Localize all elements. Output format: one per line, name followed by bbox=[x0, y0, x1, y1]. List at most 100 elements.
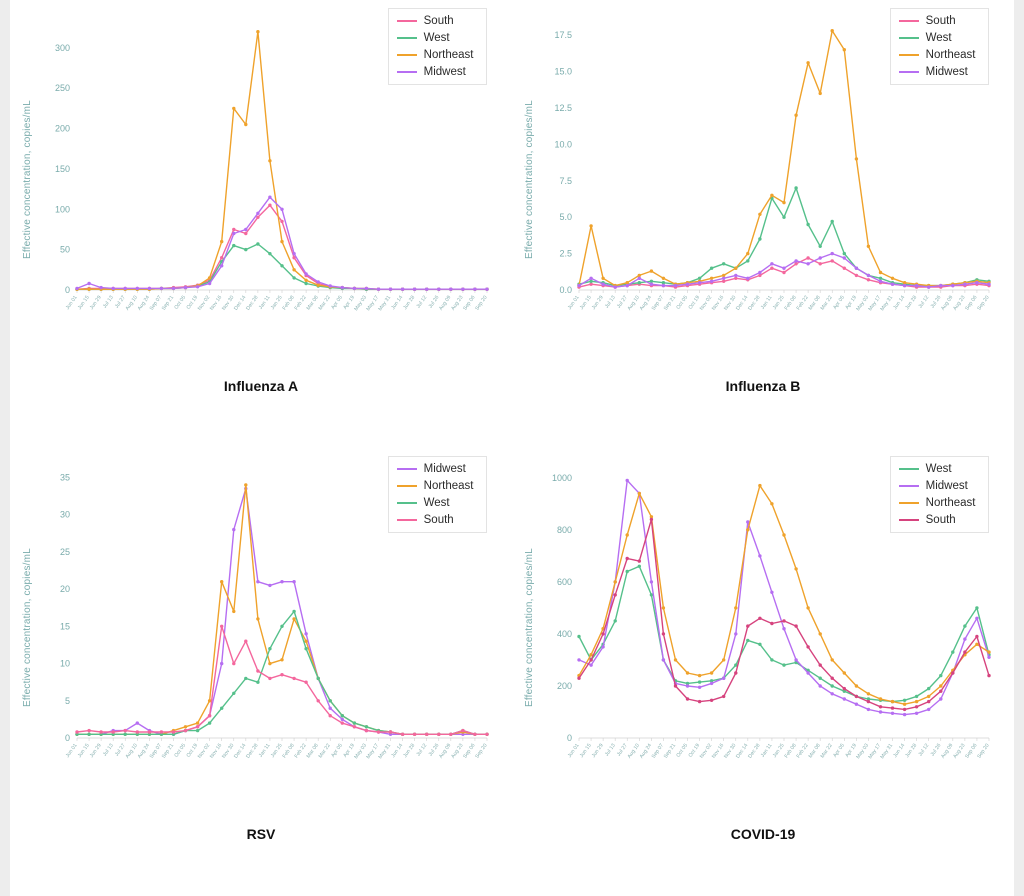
legend-label: Northeast bbox=[925, 497, 976, 509]
svg-text:Mar 22: Mar 22 bbox=[317, 295, 331, 312]
svg-text:Jun 29: Jun 29 bbox=[590, 743, 604, 759]
svg-text:7.5: 7.5 bbox=[559, 176, 572, 186]
legend-swatch bbox=[898, 71, 919, 73]
legend-item-northeast[interactable]: Northeast bbox=[898, 49, 976, 61]
svg-text:Sep 21: Sep 21 bbox=[160, 743, 174, 760]
legend-label: Northeast bbox=[925, 49, 976, 61]
svg-text:1000: 1000 bbox=[551, 473, 571, 483]
legend-swatch bbox=[898, 485, 919, 487]
chart-title: Influenza A bbox=[223, 378, 299, 394]
svg-text:Jun 28: Jun 28 bbox=[402, 743, 416, 759]
legend-label: Northeast bbox=[423, 480, 474, 492]
legend-item-south[interactable]: South bbox=[898, 15, 976, 27]
legend-item-midwest[interactable]: Midwest bbox=[396, 463, 474, 475]
chart-wrap: Effective concentration, copies/mL 0.0 2.… bbox=[524, 4, 1003, 356]
legend-swatch bbox=[898, 502, 919, 504]
legend-label: South bbox=[925, 514, 956, 526]
legend-item-west[interactable]: West bbox=[396, 32, 474, 44]
svg-text:Apr 05: Apr 05 bbox=[832, 295, 846, 311]
legend-label: West bbox=[925, 32, 952, 44]
svg-text:Dec 28: Dec 28 bbox=[747, 295, 761, 312]
svg-text:12.5: 12.5 bbox=[554, 103, 572, 113]
svg-text:300: 300 bbox=[54, 43, 69, 53]
legend-swatch bbox=[396, 71, 417, 73]
svg-text:10.0: 10.0 bbox=[554, 139, 572, 149]
svg-text:May 31: May 31 bbox=[377, 295, 392, 312]
svg-text:Sep 21: Sep 21 bbox=[662, 743, 676, 760]
chart-title: Influenza B bbox=[725, 378, 801, 394]
legend-item-midwest[interactable]: Midwest bbox=[898, 480, 976, 492]
svg-text:17.5: 17.5 bbox=[554, 30, 572, 40]
svg-text:Sep 20: Sep 20 bbox=[976, 295, 990, 312]
chart-title: COVID-19 bbox=[730, 826, 796, 842]
svg-text:Jun 29: Jun 29 bbox=[590, 295, 604, 311]
svg-text:15.0: 15.0 bbox=[554, 67, 572, 77]
legend-item-south[interactable]: South bbox=[396, 15, 474, 27]
legend-swatch bbox=[396, 485, 417, 487]
svg-text:Oct 05: Oct 05 bbox=[173, 295, 187, 311]
svg-text:150: 150 bbox=[54, 164, 69, 174]
svg-text:50: 50 bbox=[59, 245, 69, 255]
svg-text:2.5: 2.5 bbox=[559, 249, 572, 259]
legend-item-west[interactable]: West bbox=[396, 497, 474, 509]
chart-influenza-b: Effective concentration, copies/mL 0.0 2.… bbox=[512, 0, 1014, 448]
svg-text:5.0: 5.0 bbox=[559, 212, 572, 222]
svg-text:25: 25 bbox=[59, 547, 69, 557]
svg-text:30: 30 bbox=[59, 510, 69, 520]
chart-wrap: Effective concentration, copies/mL 0 5 10 1… bbox=[22, 452, 501, 804]
legend-item-northeast[interactable]: Northeast bbox=[396, 49, 474, 61]
svg-text:Apr 05: Apr 05 bbox=[330, 743, 344, 759]
chart-influenza-a: Effective concentration, copies/mL 0 50 10… bbox=[10, 0, 512, 448]
chart-title: RSV bbox=[246, 826, 276, 842]
svg-text:0.0: 0.0 bbox=[559, 285, 572, 295]
legend-item-south[interactable]: South bbox=[898, 514, 976, 526]
svg-text:0: 0 bbox=[64, 285, 69, 295]
chart-canvas: 0 5 10 15 20 25 30 35 Jun 01 Jun 15 Jun 29 Jul 13 Ju… bbox=[31, 452, 501, 804]
legend-label: Northeast bbox=[423, 49, 474, 61]
svg-text:May 31: May 31 bbox=[879, 743, 894, 760]
chart-covid-19: Effective concentration, copies/mL 0 200 4… bbox=[512, 448, 1014, 896]
svg-text:Jul 13: Jul 13 bbox=[101, 295, 114, 310]
legend-item-west[interactable]: West bbox=[898, 32, 976, 44]
svg-text:600: 600 bbox=[556, 577, 571, 587]
svg-text:200: 200 bbox=[556, 681, 571, 691]
legend-item-south[interactable]: South bbox=[396, 514, 474, 526]
legend-swatch bbox=[396, 37, 417, 39]
svg-text:400: 400 bbox=[556, 629, 571, 639]
svg-text:Apr 05: Apr 05 bbox=[832, 743, 846, 759]
legend-item-midwest[interactable]: Midwest bbox=[396, 66, 474, 78]
svg-text:20: 20 bbox=[59, 584, 69, 594]
legend-label: South bbox=[925, 15, 956, 27]
svg-text:0: 0 bbox=[64, 733, 69, 743]
svg-text:800: 800 bbox=[556, 525, 571, 535]
legend: Midwest Northeast West South bbox=[387, 456, 487, 533]
legend-label: West bbox=[423, 32, 450, 44]
chart-wrap: Effective concentration, copies/mL 0 200 4… bbox=[524, 452, 1003, 804]
charts-grid: Effective concentration, copies/mL 0 50 10… bbox=[10, 0, 1014, 896]
svg-text:Dec 28: Dec 28 bbox=[747, 743, 761, 760]
legend-swatch bbox=[396, 468, 417, 470]
legend-item-midwest[interactable]: Midwest bbox=[898, 66, 976, 78]
legend-label: West bbox=[423, 497, 450, 509]
legend-swatch bbox=[898, 468, 919, 470]
svg-text:Sep 20: Sep 20 bbox=[474, 743, 488, 760]
svg-text:Mar 22: Mar 22 bbox=[819, 295, 833, 312]
legend-swatch bbox=[898, 54, 919, 56]
chart-canvas: 0 50 100 150 200 250 300 Jun 01 Jun 15 Jun 29 Jul … bbox=[31, 4, 501, 356]
legend-item-northeast[interactable]: Northeast bbox=[396, 480, 474, 492]
legend: West Midwest Northeast South bbox=[889, 456, 989, 533]
svg-text:Jul 13: Jul 13 bbox=[603, 743, 616, 758]
svg-text:Mar 22: Mar 22 bbox=[819, 743, 833, 760]
svg-text:15: 15 bbox=[59, 621, 69, 631]
legend-label: South bbox=[423, 514, 454, 526]
svg-text:Jun 29: Jun 29 bbox=[88, 295, 102, 311]
legend-label: Midwest bbox=[423, 463, 466, 475]
legend-item-west[interactable]: West bbox=[898, 463, 976, 475]
chart-canvas: 0 200 400 600 800 1000 Jun 01 Jun 15 Jun 29 Jul 1… bbox=[533, 452, 1003, 804]
svg-text:Jun 28: Jun 28 bbox=[402, 295, 416, 311]
svg-text:Oct 05: Oct 05 bbox=[173, 743, 187, 759]
legend-item-northeast[interactable]: Northeast bbox=[898, 497, 976, 509]
